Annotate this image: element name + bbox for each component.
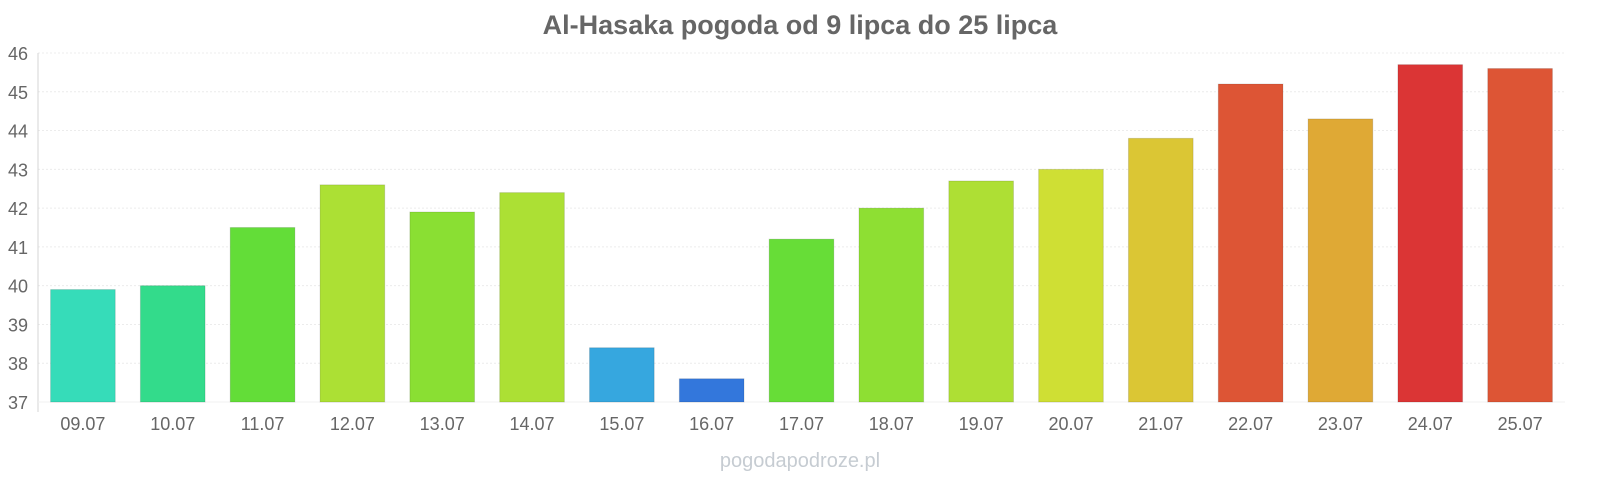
y-tick-label: 45 <box>8 83 28 103</box>
x-tick-label: 18.07 <box>869 414 914 434</box>
bar <box>1217 83 1284 403</box>
bar <box>499 192 565 403</box>
x-tick-label: 19.07 <box>959 414 1004 434</box>
y-tick-label: 41 <box>8 238 28 258</box>
x-tick-label: 12.07 <box>330 414 375 434</box>
x-tick-label: 09.07 <box>60 414 105 434</box>
x-tick-label: 20.07 <box>1048 414 1093 434</box>
x-tick-label: 13.07 <box>420 414 465 434</box>
x-tick-label: 23.07 <box>1318 414 1363 434</box>
bar <box>139 285 206 403</box>
y-tick-label: 39 <box>8 315 28 335</box>
bar <box>1487 68 1553 403</box>
bars <box>50 64 1553 403</box>
bar <box>589 347 655 403</box>
bar <box>319 184 386 403</box>
y-tick-label: 46 <box>8 44 28 64</box>
chart-title: Al-Hasaka pogoda od 9 lipca do 25 lipca <box>542 10 1058 40</box>
x-tick-label: 17.07 <box>779 414 824 434</box>
bar <box>1038 168 1104 403</box>
y-tick-label: 43 <box>8 160 28 180</box>
bar <box>229 227 296 403</box>
bar <box>768 238 835 403</box>
x-tick-label: 22.07 <box>1228 414 1273 434</box>
bar <box>1397 64 1464 403</box>
y-tick-label: 44 <box>8 122 28 142</box>
y-tick-label: 37 <box>8 393 28 413</box>
y-tick-label: 40 <box>8 277 28 297</box>
bar <box>409 211 476 403</box>
x-tick-label: 10.07 <box>150 414 195 434</box>
x-tick-label: 24.07 <box>1408 414 1453 434</box>
x-tick-labels: 09.07 10.07 11.07 12.07 13.07 14.07 15.07 16.07… <box>60 414 1542 434</box>
y-tick-label: 42 <box>8 199 28 219</box>
site-watermark: pogodapodroze.pl <box>719 450 881 472</box>
bar <box>1127 137 1194 403</box>
x-tick-label: 16.07 <box>689 414 734 434</box>
bar <box>948 180 1014 403</box>
bar <box>50 289 116 403</box>
bar <box>858 207 925 403</box>
x-tick-label: 21.07 <box>1138 414 1183 434</box>
x-tick-label: 11.07 <box>241 414 285 434</box>
x-tick-label: 25.07 <box>1498 414 1543 434</box>
bar <box>678 378 745 403</box>
x-tick-label: 14.07 <box>510 414 555 434</box>
x-tick-label: 15.07 <box>599 414 644 434</box>
bar <box>1307 118 1374 403</box>
y-tick-labels: 37 38 39 40 41 42 43 44 45 46 <box>8 44 28 413</box>
y-tick-label: 38 <box>8 354 28 374</box>
